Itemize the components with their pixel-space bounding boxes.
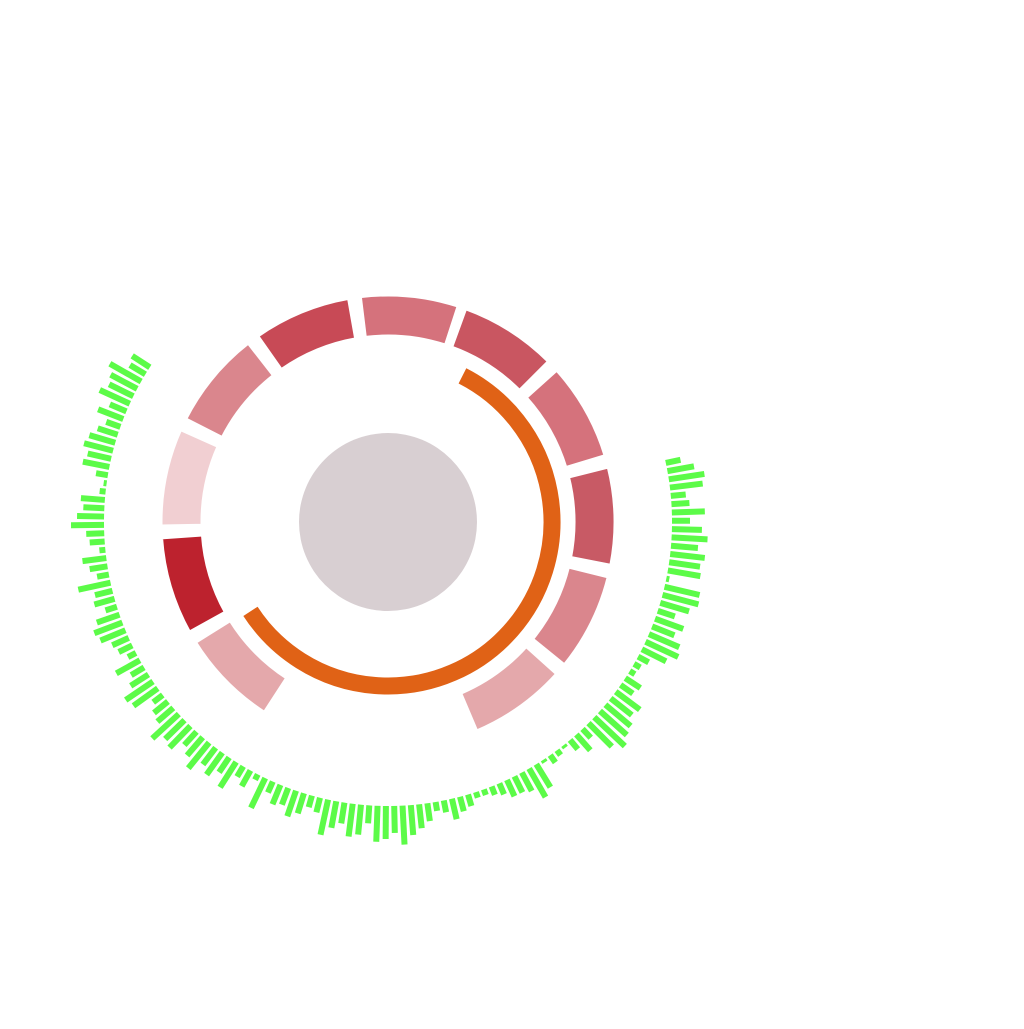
radial-bar [671,494,686,495]
radial-bar [570,740,578,749]
radial-bar [95,591,112,595]
radial-bar [507,780,515,796]
radial-bar [106,607,117,611]
radial-bar [452,799,457,819]
radial-bar [630,671,635,674]
donut-segment-3 [161,430,218,526]
radial-bar [427,803,429,821]
radial-bar [84,443,113,451]
center-disc [299,433,477,611]
radial-bar [98,428,118,434]
radial-bar [94,599,114,605]
radial-bar [97,615,120,623]
radial-bar [671,546,698,548]
radial-bar [358,805,361,835]
radial-bar [499,783,504,794]
radial-bar [298,793,304,813]
radial-bar [671,503,689,504]
radial-bar [97,575,109,577]
radial-bar [237,766,243,776]
radial-bar [564,745,566,747]
radial-bar [110,404,127,411]
radial-bar [557,750,561,755]
radial-bar [82,558,106,561]
radial-bar [672,529,702,530]
radial-bar [669,474,705,479]
radial-bar [550,755,555,762]
radial-bar [583,729,591,738]
radial-bar [349,804,353,837]
radial-bar [658,611,675,617]
radial-bar [444,800,446,812]
radial-bar [96,473,108,475]
radial-bar [78,583,110,590]
radial-bar [460,797,464,812]
radial-bar [83,507,104,508]
radial-bar [672,537,708,539]
radial-bar [436,802,438,811]
radial-bar [128,653,136,657]
radial-bar [90,566,108,569]
radial-bar [251,778,265,808]
donut-segment-9 [568,467,615,565]
radial-bar [376,806,377,842]
radial-bar [131,667,144,675]
radial-bar [670,554,705,558]
radial-bar [419,804,422,828]
radial-bar [411,805,413,835]
radial-bar [672,511,705,512]
radial-bar [242,770,251,786]
radial-bar [119,645,133,652]
radial-bar [341,803,344,824]
radial-bar [112,638,128,645]
radial-bar [153,695,163,702]
radial-bar [320,800,328,835]
radial-bar [638,657,649,663]
radial-bar [468,794,471,806]
radial-bar [81,498,105,500]
radial-bar [309,796,312,808]
radial-bar [106,422,120,427]
radial-bar [99,550,105,551]
radial-bar [255,774,258,779]
radial-bar [476,792,478,798]
radial-bar [666,460,681,463]
donut-segment-2 [162,535,226,632]
radial-bar [543,760,545,763]
radial-bar [394,806,395,833]
radial-bar [331,801,336,828]
donut-segment-4 [186,343,274,437]
radial-bar [316,798,320,813]
radial-bar [90,542,105,543]
radial-bar [88,453,111,458]
radial-bar [77,516,104,517]
radial-bar [621,685,633,694]
radial-bar [403,806,405,845]
radial-bar [83,462,109,467]
radial-bar [514,776,522,792]
radial-bar [669,562,700,566]
radial-bar [484,789,486,795]
radial-bar [268,782,273,793]
radial-bar [668,570,701,576]
donut-segment-5 [258,298,356,369]
radial-bar [667,466,694,471]
donut-segment-6 [360,295,458,345]
radial-bar [492,786,495,794]
radial-bar [272,785,280,804]
radial-bar [100,491,106,492]
radial-bar [86,533,104,534]
radial-bar [89,435,115,443]
radial-bar [666,579,669,580]
radial-bar [282,788,288,805]
radial-bar [670,484,703,488]
radial-bar [634,664,640,668]
radial-bar [368,805,369,823]
